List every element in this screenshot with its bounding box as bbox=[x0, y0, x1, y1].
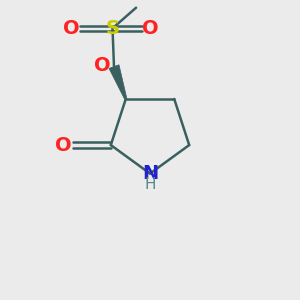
Text: O: O bbox=[142, 19, 159, 38]
Text: O: O bbox=[56, 136, 72, 154]
Text: O: O bbox=[94, 56, 111, 75]
Text: S: S bbox=[106, 19, 119, 38]
Text: O: O bbox=[63, 19, 80, 38]
Text: H: H bbox=[144, 177, 156, 192]
Polygon shape bbox=[109, 65, 127, 99]
Text: N: N bbox=[142, 164, 158, 183]
